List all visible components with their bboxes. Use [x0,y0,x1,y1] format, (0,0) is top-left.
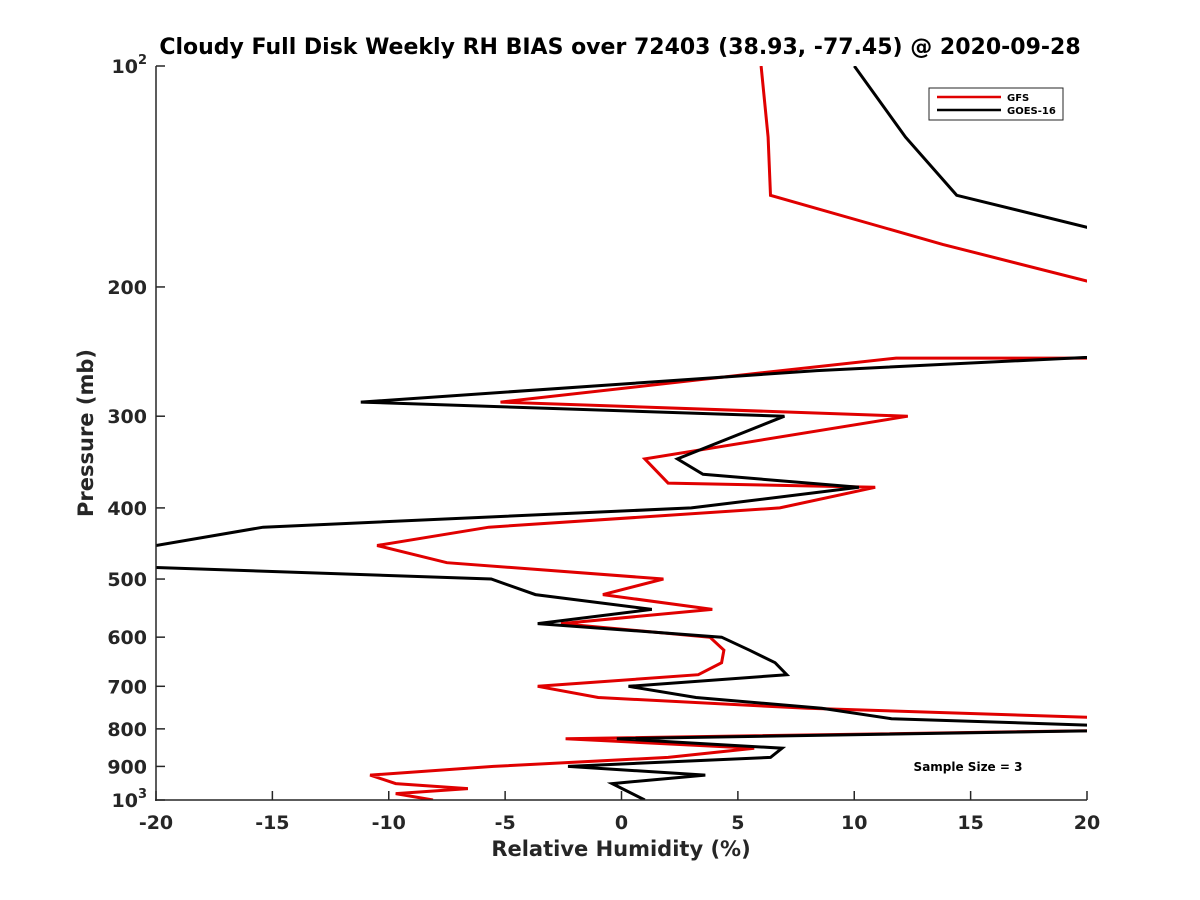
y-axis-label: Pressure (mb) [74,349,98,517]
axes-layer [155,66,1087,801]
y-tick-label: 300 [107,406,147,428]
x-tick-label: 0 [615,812,628,834]
x-axis-label: Relative Humidity (%) [491,837,750,861]
x-tick-label: 5 [731,812,744,834]
legend-label-gfs: GFS [1007,93,1029,104]
x-tick-label: 20 [1074,812,1100,834]
y-ticks: 102 200 300 400 500 600 700 800 900 103 [107,53,165,812]
y-tick-label: 103 [112,787,148,812]
x-tick-label: -10 [372,812,406,834]
legend-box [928,87,1064,121]
x-ticks: -20 -15 -10 -5 0 5 10 15 20 [139,791,1100,834]
sample-size-annotation: Sample Size = 3 [914,760,1023,774]
series-layer [156,66,1087,800]
legend: GFS GOES-16 [928,87,1064,121]
x-tick-label: -15 [255,812,289,834]
x-tick-label: 10 [841,812,867,834]
x-tick-label: -5 [495,812,516,834]
legend-label-goes-16: GOES-16 [1007,106,1056,117]
series-line-goes-16 [156,66,1087,800]
y-tick-label: 800 [107,719,147,741]
y-tick-label: 200 [107,277,147,299]
y-tick-label: 600 [107,627,147,649]
y-tick-label: 102 [112,53,148,78]
y-tick-label: 500 [107,569,147,591]
x-tick-label: -20 [139,812,173,834]
y-tick-label: 900 [107,756,147,778]
chart-title: Cloudy Full Disk Weekly RH BIAS over 724… [159,35,1080,60]
series-line-gfs [369,66,1087,800]
y-tick-label: 700 [107,676,147,698]
y-tick-label: 400 [107,498,147,520]
x-tick-label: 15 [957,812,983,834]
